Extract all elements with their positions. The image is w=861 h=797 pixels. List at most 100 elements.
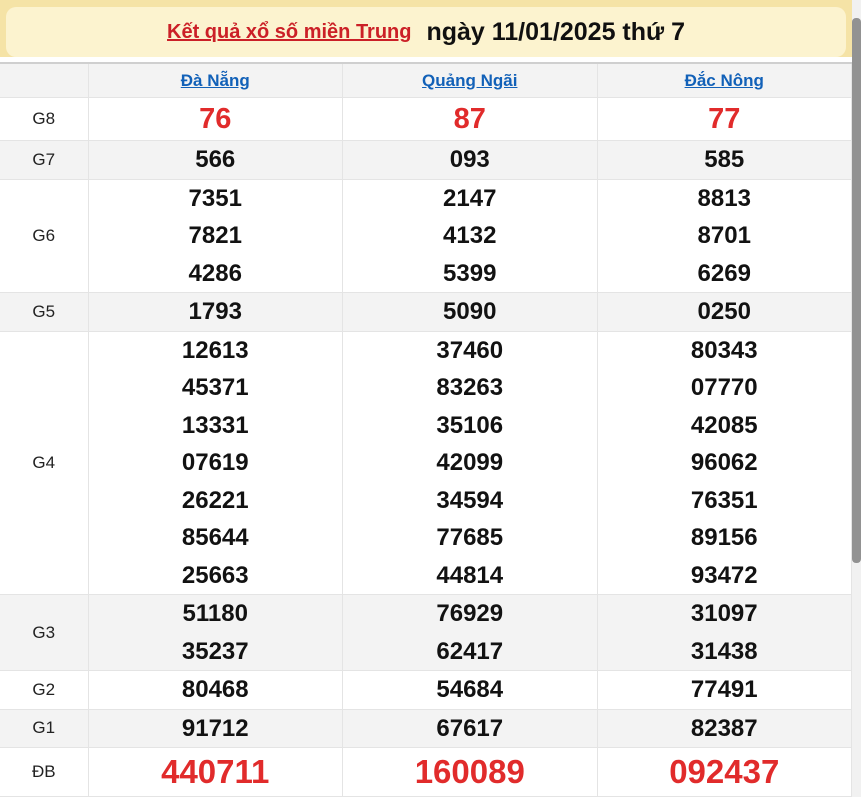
prize-value: 160089 [414,753,525,790]
prize-value: 54684 [436,676,504,703]
prize-cell: 2147 4132 5399 [342,178,598,293]
prize-cell: 160089 [342,747,598,797]
table-row: G5 1793 5090 0250 [0,292,852,332]
prize-value: 31097 [690,600,758,627]
prize-value: 8701 [697,222,751,249]
prize-value: 35106 [436,411,504,439]
prize-value: 76929 [436,600,504,627]
table-row: G3 51180 35237 76929 62417 31097 31438 [0,594,852,671]
prize-value: 5090 [443,298,497,325]
prize-cell: 31097 31438 [597,594,852,671]
prize-value: 87 [453,103,486,135]
prize-cell: 76929 62417 [342,594,598,671]
prize-value: 440711 [161,753,270,790]
prize-value: 8813 [697,184,751,212]
prize-label: G6 [0,178,89,293]
prize-value: 80343 [690,336,758,364]
prize-value: 93472 [690,561,758,589]
prize-value: 77685 [436,524,504,551]
prize-value: 2147 [443,184,497,212]
prize-cell: 91712 [88,708,343,748]
prize-value: 585 [704,146,745,173]
prize-cell: 54684 [342,670,598,710]
prize-label: G4 [0,330,89,595]
prize-cell: 76 [88,97,343,141]
title-date: ngày 11/01/2025 thứ 7 [419,17,685,46]
province-header: Quảng Ngãi [342,62,598,98]
prize-value: 12613 [181,336,249,364]
province-link[interactable]: Đà Nẵng [180,70,250,90]
prize-cell: 67617 [342,708,598,748]
table-row: G4 12613 45371 13331 07619 26221 85644 25663 374… [0,330,852,595]
prize-value: 4286 [188,259,242,287]
prize-value: 37460 [436,336,504,364]
prize-value: 45371 [181,374,249,401]
table-row: G8 76 87 77 [0,97,852,141]
province-link[interactable]: Quảng Ngãi [422,70,518,90]
prize-cell: 0250 [597,292,852,332]
prize-value: 82387 [690,714,758,742]
prize-value: 1793 [188,298,242,325]
prize-label: G5 [0,292,89,332]
prize-cell: 7351 7821 4286 [88,178,343,293]
prize-value: 0250 [697,298,751,325]
prize-value: 76351 [690,486,758,514]
table-row: G7 566 093 585 [0,140,852,180]
prize-cell: 092437 [597,747,852,797]
corner-cell [0,62,89,98]
prize-label: ĐB [0,747,89,797]
table-row: G2 80468 54684 77491 [0,670,852,710]
prize-value: 26221 [181,486,249,514]
prize-cell: 440711 [88,747,343,797]
prize-value: 35237 [181,637,249,665]
page-title: Kết quả xổ số miền Trung ngày 11/01/2025… [6,7,846,57]
prize-value: 89156 [690,524,758,551]
prize-value: 96062 [690,449,758,476]
prize-cell: 093 [342,140,598,180]
prize-cell: 87 [342,97,598,141]
prize-value: 77 [708,103,741,135]
prize-value: 44814 [436,561,504,589]
prize-value: 76 [199,103,232,135]
prize-value: 092437 [669,753,780,790]
prize-cell: 80343 07770 42085 96062 76351 89156 93472 [597,330,852,595]
prize-label: G1 [0,708,89,748]
prize-value: 093 [449,146,490,173]
table-row: G6 7351 7821 4286 2147 4132 5399 8813 8701 6269 [0,178,852,293]
prize-value: 34594 [436,486,504,514]
prize-value: 4132 [443,222,497,249]
prize-value: 91712 [181,714,249,742]
prize-value: 7821 [188,222,242,249]
table-row: G1 91712 67617 82387 [0,708,852,748]
prize-label: G3 [0,594,89,671]
title-banner: Kết quả xổ số miền Trung ngày 11/01/2025… [0,0,852,57]
region-results-link[interactable]: Kết quả xổ số miền Trung [167,20,412,43]
prize-label: G2 [0,670,89,710]
prize-value: 6269 [697,259,751,287]
prize-value: 62417 [436,637,504,665]
province-header: Đà Nẵng [88,62,343,98]
prize-cell: 77 [597,97,852,141]
prize-value: 85644 [181,524,249,551]
prize-value: 42085 [690,411,758,439]
prize-value: 7351 [188,184,242,212]
province-link[interactable]: Đắc Nông [684,70,764,90]
prize-value: 80468 [181,676,249,703]
prize-value: 42099 [436,449,504,476]
prize-cell: 1793 [88,292,343,332]
prize-value: 07770 [690,374,758,401]
prize-value: 07619 [181,449,249,476]
table-row: ĐB 440711 160089 092437 [0,747,852,797]
title-gap [0,57,852,62]
scrollbar-thumb[interactable] [852,18,861,563]
prize-value: 13331 [181,411,249,439]
prize-cell: 82387 [597,708,852,748]
prize-cell: 5090 [342,292,598,332]
prize-cell: 12613 45371 13331 07619 26221 85644 25663 [88,330,343,595]
prize-cell: 77491 [597,670,852,710]
prize-value: 83263 [436,374,504,401]
prize-cell: 80468 [88,670,343,710]
prize-label: G8 [0,97,89,141]
scrollbar[interactable] [852,0,861,797]
